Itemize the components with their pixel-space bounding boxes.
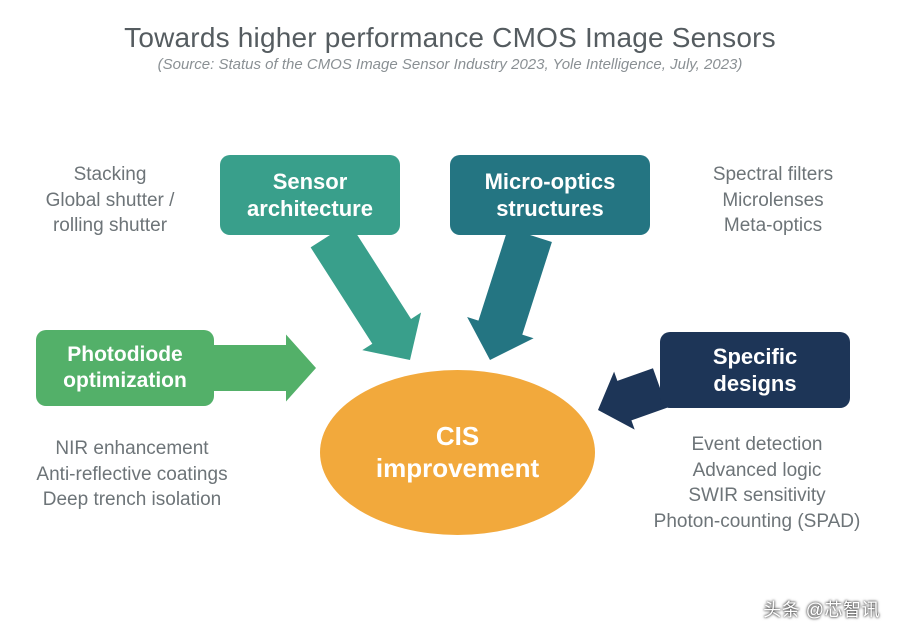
node-label: Specificdesigns [713, 343, 797, 398]
center-node-cis-improvement: CISimprovement [320, 370, 595, 535]
annotation-line: Anti-reflective coatings [2, 462, 262, 488]
annotation-line: Deep trench isolation [2, 487, 262, 513]
annotation-line: Global shutter / [10, 188, 210, 214]
arrow [301, 216, 440, 379]
node-label: Micro-opticsstructures [485, 168, 616, 223]
annotation-micro-optics: Spectral filtersMicrolensesMeta-optics [668, 162, 878, 239]
annotation-line: NIR enhancement [2, 436, 262, 462]
annotation-line: Microlenses [668, 188, 878, 214]
annotation-line: Event detection [622, 432, 892, 458]
arrows-layer [0, 0, 900, 630]
diagram-canvas: CISimprovement Photodiodeoptimization Se… [0, 0, 900, 630]
node-micro-optics-structures: Micro-opticsstructures [450, 155, 650, 235]
annotation-line: Advanced logic [622, 458, 892, 484]
annotation-line: Spectral filters [668, 162, 878, 188]
node-photodiode-optimization: Photodiodeoptimization [36, 330, 214, 406]
node-label: Sensorarchitecture [247, 168, 373, 223]
annotation-line: Photon-counting (SPAD) [622, 509, 892, 535]
center-node-label: CISimprovement [376, 421, 539, 483]
annotation-photodiode: NIR enhancementAnti-reflective coatingsD… [2, 436, 262, 513]
node-specific-designs: Specificdesigns [660, 332, 850, 408]
node-sensor-architecture: Sensorarchitecture [220, 155, 400, 235]
annotation-sensor-architecture: StackingGlobal shutter /rolling shutter [10, 162, 210, 239]
annotation-line: rolling shutter [10, 213, 210, 239]
annotation-specific-designs: Event detectionAdvanced logicSWIR sensit… [622, 432, 892, 535]
watermark: 头条 @芯智讯 [763, 596, 880, 622]
annotation-line: Meta-optics [668, 213, 878, 239]
annotation-line: SWIR sensitivity [622, 483, 892, 509]
arrow [588, 359, 671, 439]
arrow [457, 224, 563, 370]
annotation-line: Stacking [10, 162, 210, 188]
arrow [214, 335, 316, 402]
node-label: Photodiodeoptimization [63, 342, 187, 395]
